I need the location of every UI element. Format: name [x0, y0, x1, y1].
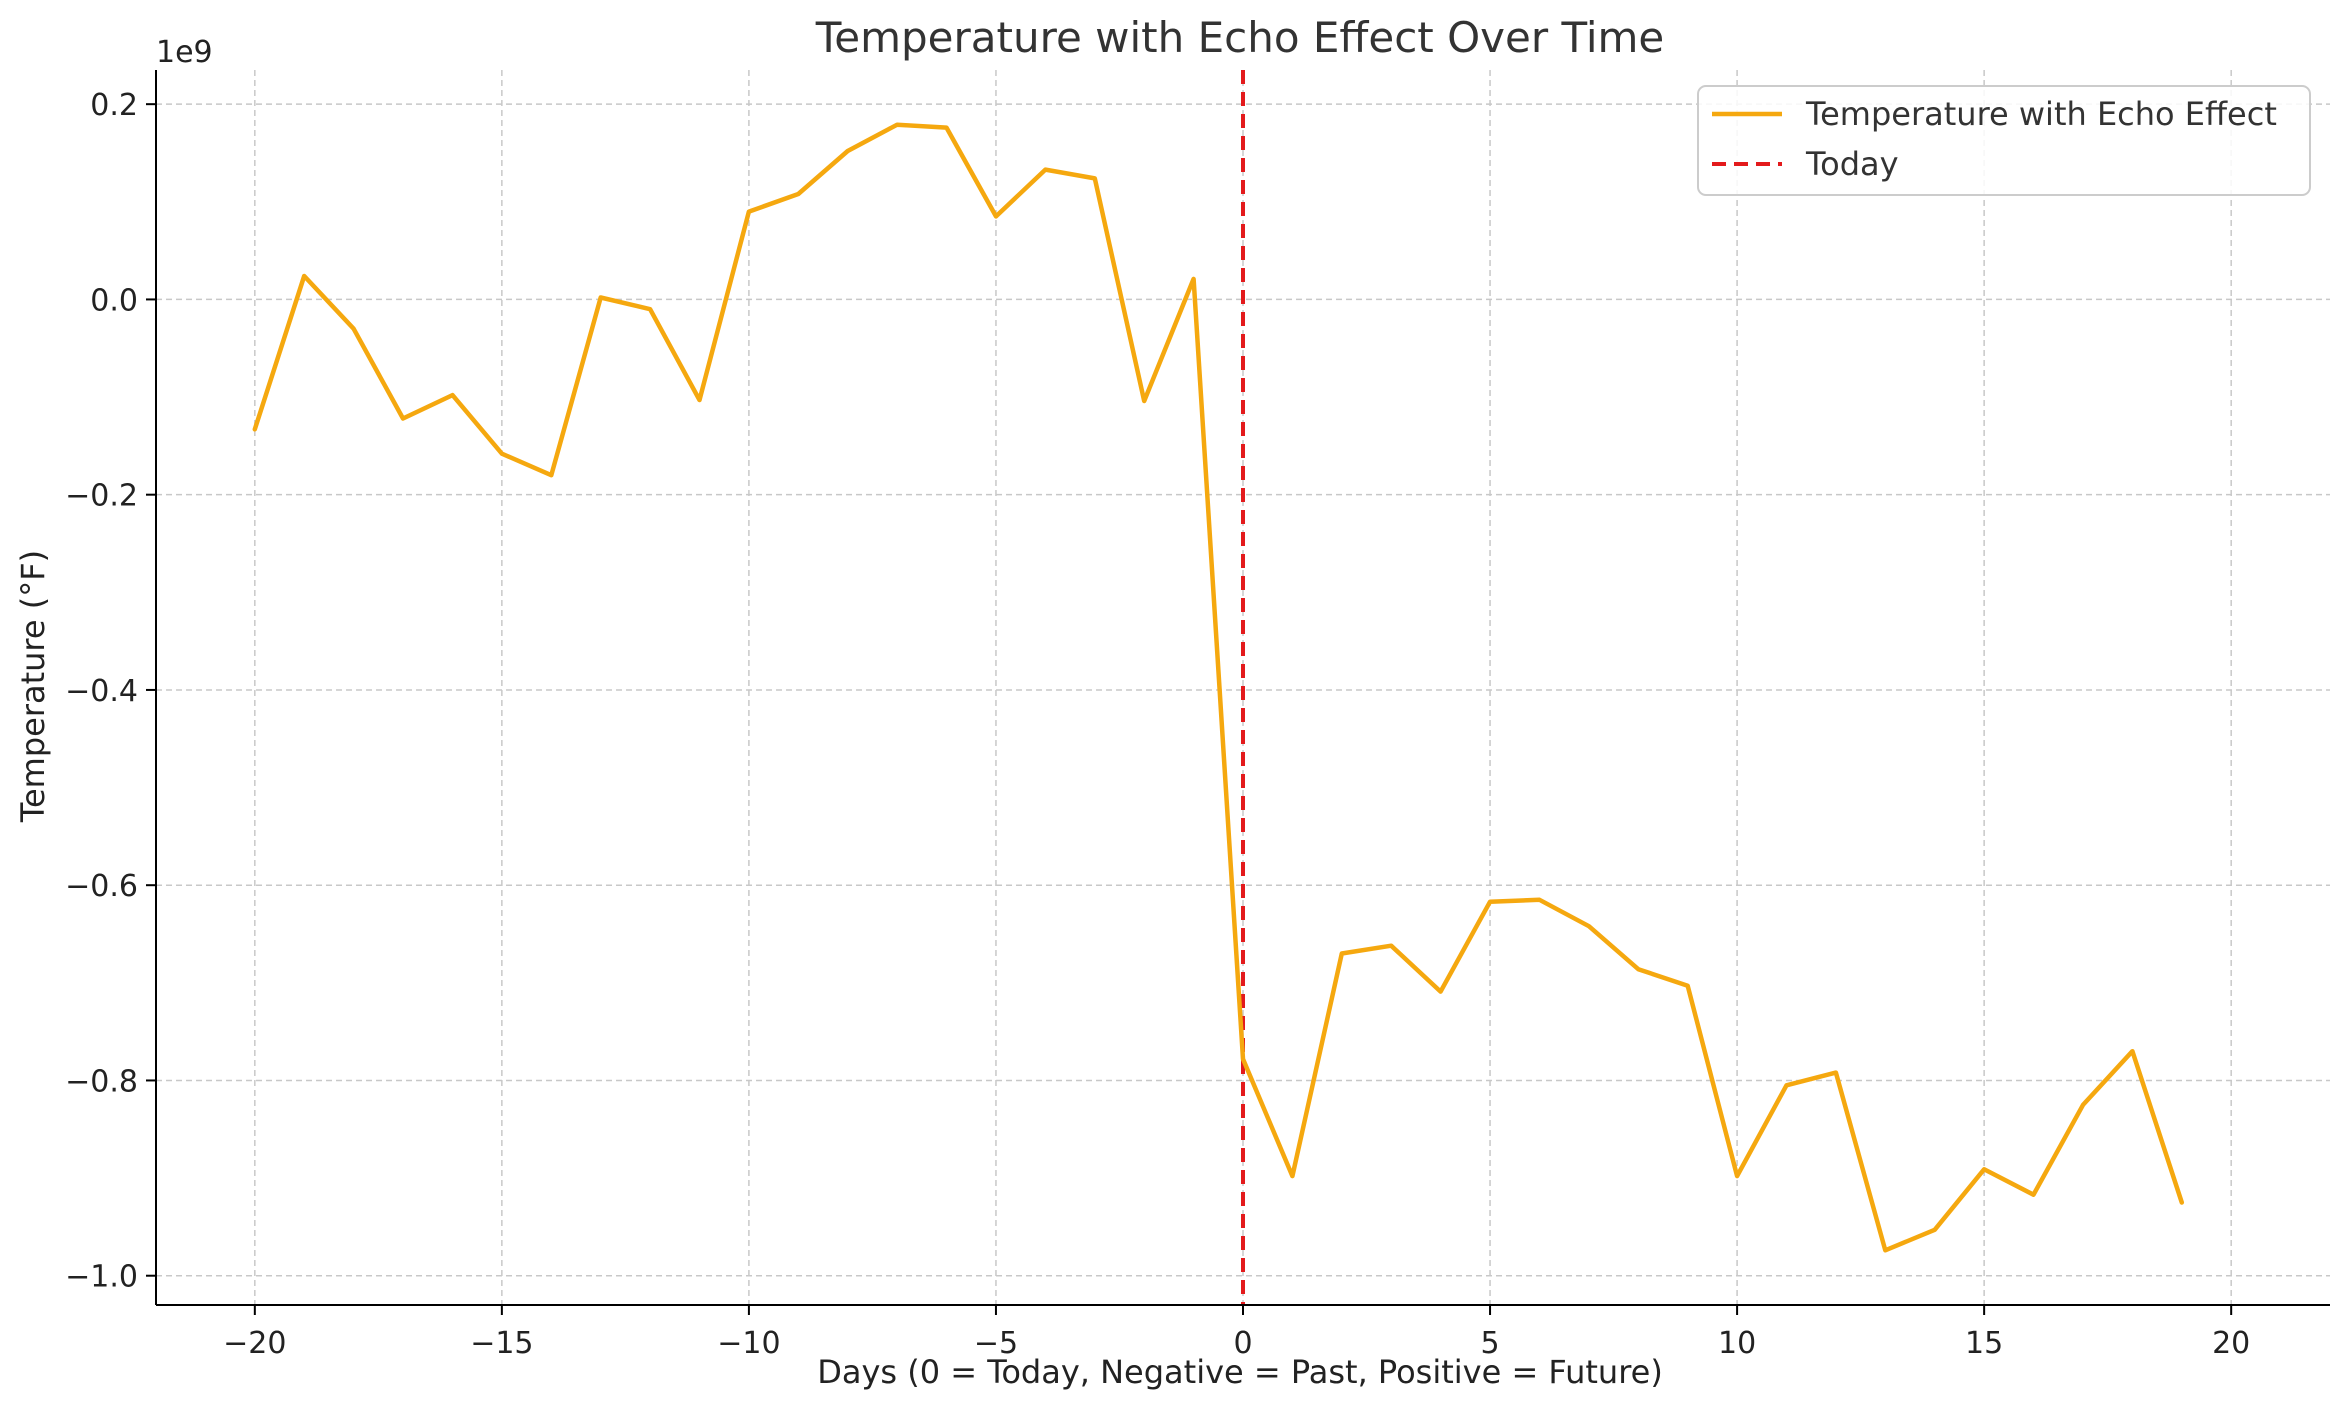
y-tick-label: −0.6: [65, 869, 138, 904]
x-axis-ticks: −20 −15 −10 −5 0 5 10 15 20: [223, 1305, 2250, 1361]
x-tick-label: −15: [470, 1326, 533, 1361]
x-tick-label: −5: [974, 1326, 1018, 1361]
x-axis-label: Days (0 = Today, Negative = Past, Positi…: [817, 1353, 1663, 1391]
x-tick-label: 0: [1233, 1326, 1252, 1361]
legend-label-today: Today: [1805, 145, 1899, 183]
series-lines: [252, 122, 2185, 1253]
y-tick-label: −1.0: [65, 1260, 138, 1295]
y-axis-label: Temperature (°F): [14, 550, 52, 823]
y-tick-label: 0.0: [90, 283, 138, 318]
grid: [156, 70, 2330, 1305]
legend-label-temperature: Temperature with Echo Effect: [1805, 95, 2277, 133]
series-line-temperature: [252, 122, 2185, 1253]
y-tick-label: −0.4: [65, 674, 138, 709]
y-tick-label: 0.2: [90, 88, 138, 123]
legend-box: [1697, 85, 2311, 196]
x-tick-label: 10: [1718, 1326, 1756, 1361]
chart-title: Temperature with Echo Effect Over Time: [815, 13, 1665, 62]
x-tick-label: 15: [1965, 1326, 2003, 1361]
y-axis-offset-label: 1e9: [156, 35, 213, 70]
x-tick-label: −10: [717, 1326, 780, 1361]
y-tick-label: −0.8: [65, 1064, 138, 1099]
y-tick-label: −0.2: [65, 479, 138, 514]
y-axis-ticks: 0.2 0.0 −0.2 −0.4 −0.6 −0.8 −1.0: [65, 88, 156, 1295]
x-tick-label: −20: [223, 1326, 286, 1361]
x-tick-label: 20: [2212, 1326, 2250, 1361]
legend: Temperature with Echo Effect Today: [1697, 85, 2311, 196]
x-tick-label: 5: [1480, 1326, 1499, 1361]
